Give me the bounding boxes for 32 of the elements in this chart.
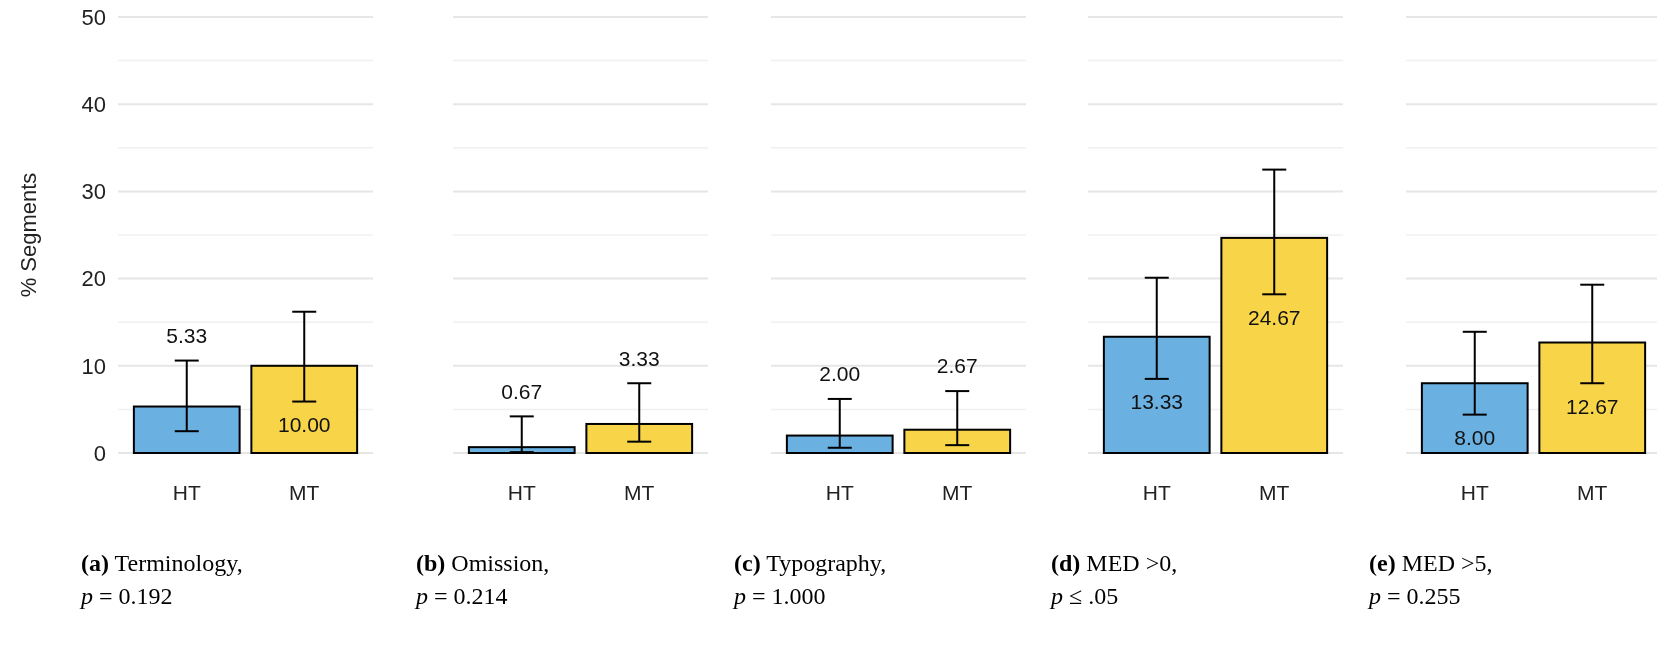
x-tick-label: HT	[507, 481, 536, 505]
data-label: 2.67	[936, 354, 978, 378]
y-tick-label: 40	[81, 91, 106, 117]
y-tick-label: 30	[81, 179, 106, 205]
y-tick-label: 50	[81, 4, 106, 30]
data-label: 2.00	[819, 362, 861, 386]
y-tick-label: 0	[93, 440, 106, 466]
y-axis-title: % Segments	[16, 172, 41, 298]
x-tick-label: MT	[1577, 481, 1608, 505]
data-label: 8.00	[1454, 425, 1496, 449]
data-label: 10.00	[277, 412, 331, 436]
x-tick-label: MT	[1259, 481, 1290, 505]
data-label: 0.67	[501, 379, 543, 403]
x-tick-label: HT	[172, 481, 201, 505]
text: (c) Typography, p = 1.000	[732, 550, 887, 609]
data-label: 13.33	[1130, 390, 1184, 414]
text: (d) MED >0, p ≤ .05	[1049, 550, 1178, 609]
data-label: 3.33	[618, 346, 660, 370]
text: (a) Terminology, p = 0.192	[79, 550, 243, 609]
x-tick-label: MT	[289, 481, 320, 505]
x-tick-label: HT	[825, 481, 854, 505]
data-label: 5.33	[166, 323, 208, 347]
data-label: 24.67	[1247, 305, 1301, 329]
text: (b) Omission, p = 0.214	[414, 550, 550, 609]
data-label: 12.67	[1565, 394, 1619, 418]
x-tick-label: MT	[624, 481, 655, 505]
y-tick-label: 20	[81, 266, 106, 292]
text: (e) MED >5, p = 0.255	[1367, 550, 1493, 609]
x-tick-label: HT	[1460, 481, 1489, 505]
x-tick-label: MT	[942, 481, 973, 505]
x-tick-label: HT	[1142, 481, 1171, 505]
y-tick-label: 10	[81, 353, 106, 379]
